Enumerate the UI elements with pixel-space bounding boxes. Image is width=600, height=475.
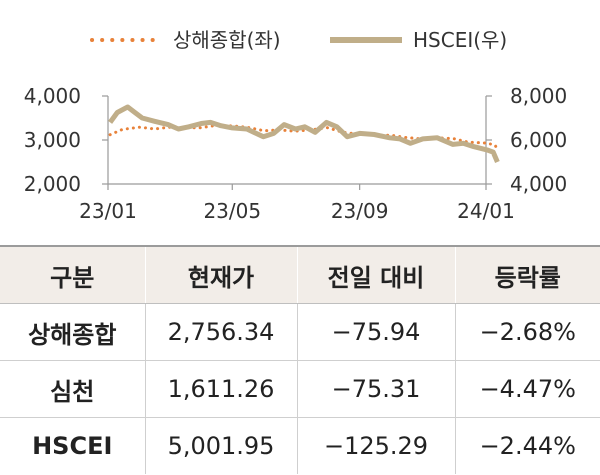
row-price: 5,001.95 bbox=[144, 417, 297, 474]
legend-label-hscei: HSCEI(우) bbox=[413, 28, 507, 52]
y-right-tick-label: 6,000 bbox=[510, 128, 567, 152]
chart-legend: 상해종합(좌) HSCEI(우) bbox=[90, 28, 507, 52]
market-summary-table: 구분 현재가 전일 대비 등락률 상해종합 2,756.34 −75.94 −2… bbox=[0, 245, 600, 474]
row-name: 심천 bbox=[0, 360, 145, 418]
row-rate: −2.68% bbox=[454, 303, 600, 361]
table-row: 심천 1,611.26 −75.31 −4.47% bbox=[0, 360, 600, 418]
row-change: −75.94 bbox=[296, 303, 455, 361]
x-tick-label: 23/05 bbox=[203, 199, 261, 223]
row-name: 상해종합 bbox=[0, 303, 145, 361]
row-name: HSCEI bbox=[32, 432, 113, 460]
row-rate: −2.44% bbox=[454, 417, 600, 474]
row-price: 1,611.26 bbox=[144, 360, 297, 418]
chart-axes: 2,000 3,000 4,000 4,000 6,000 8,000 23/01 23/05… bbox=[24, 84, 568, 223]
row-rate: −4.47% bbox=[454, 360, 600, 418]
row-price: 2,756.34 bbox=[144, 303, 297, 361]
row-change: −75.31 bbox=[296, 360, 455, 418]
header-category: 구분 bbox=[0, 245, 145, 304]
x-tick-label: 23/01 bbox=[79, 199, 137, 223]
header-change-rate: 등락률 bbox=[454, 245, 600, 304]
header-current-price: 현재가 bbox=[144, 245, 297, 304]
x-tick-label: 24/01 bbox=[457, 199, 515, 223]
chart-plot-area bbox=[108, 104, 500, 163]
header-change: 전일 대비 bbox=[296, 245, 455, 304]
y-left-tick-label: 2,000 bbox=[24, 172, 81, 196]
y-right-tick-label: 8,000 bbox=[510, 84, 567, 108]
x-tick-label: 23/09 bbox=[331, 199, 389, 223]
y-right-tick-label: 4,000 bbox=[510, 172, 567, 196]
row-change: −125.29 bbox=[296, 417, 455, 474]
y-left-tick-label: 4,000 bbox=[24, 84, 81, 108]
table-row: HSCEI 5,001.95 −125.29 −2.44% bbox=[0, 417, 600, 474]
table-header-row: 구분 현재가 전일 대비 등락률 bbox=[0, 245, 600, 304]
series-line-hscei bbox=[108, 104, 500, 163]
table-row: 상해종합 2,756.34 −75.94 −2.68% bbox=[0, 303, 600, 361]
y-left-tick-label: 3,000 bbox=[24, 128, 81, 152]
index-chart: 상해종합(좌) HSCEI(우) 2,000 3,000 4,000 4,000 6,0… bbox=[24, 28, 568, 223]
legend-label-shanghai: 상해종합(좌) bbox=[173, 28, 281, 52]
